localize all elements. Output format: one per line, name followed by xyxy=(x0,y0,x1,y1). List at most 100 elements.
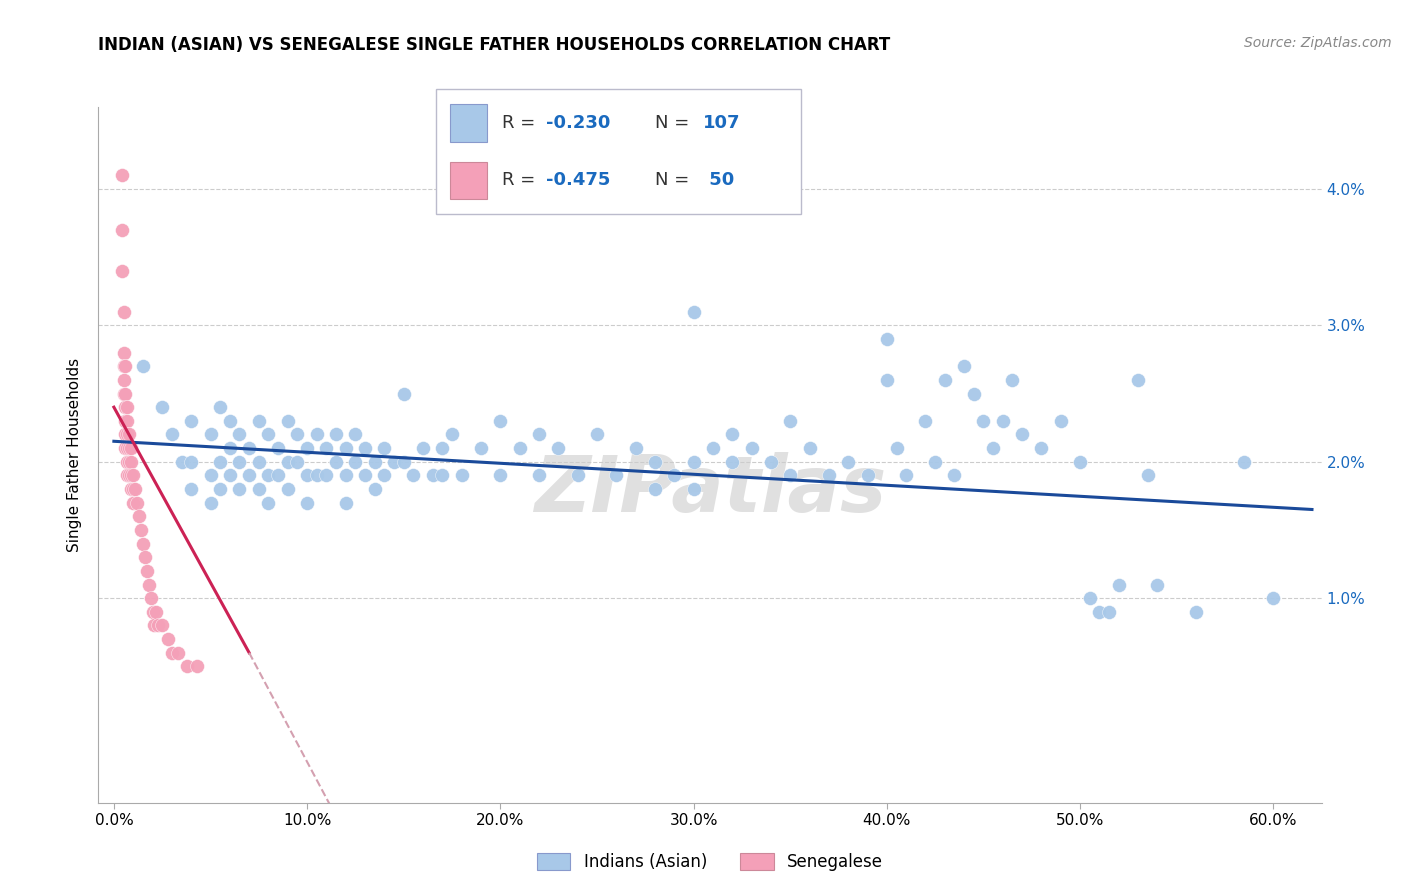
Point xyxy=(114,400,136,414)
Point xyxy=(200,427,222,442)
Point xyxy=(150,400,173,414)
Point xyxy=(441,427,464,442)
Point xyxy=(277,414,299,428)
Point xyxy=(138,577,160,591)
Point xyxy=(135,564,157,578)
Point xyxy=(132,536,155,550)
Point xyxy=(117,427,139,442)
Point xyxy=(412,441,434,455)
Point xyxy=(721,455,744,469)
Point xyxy=(779,414,801,428)
Point xyxy=(1098,605,1121,619)
Point xyxy=(1126,373,1149,387)
Point xyxy=(682,455,704,469)
Point xyxy=(1011,427,1033,442)
Point xyxy=(924,455,946,469)
FancyBboxPatch shape xyxy=(450,161,486,199)
Point xyxy=(257,496,280,510)
Point xyxy=(132,359,155,374)
Point xyxy=(228,455,250,469)
Point xyxy=(1185,605,1208,619)
Point xyxy=(344,455,367,469)
Point xyxy=(112,373,135,387)
Point xyxy=(644,455,666,469)
Point xyxy=(117,441,139,455)
Point xyxy=(373,441,395,455)
Point xyxy=(315,468,337,483)
Point xyxy=(856,468,879,483)
Point xyxy=(166,646,188,660)
FancyBboxPatch shape xyxy=(436,89,801,214)
Point xyxy=(315,441,337,455)
Point xyxy=(287,455,309,469)
Point xyxy=(682,304,704,318)
Point xyxy=(129,523,152,537)
Point xyxy=(110,264,132,278)
Text: R =: R = xyxy=(502,171,541,189)
Point xyxy=(799,441,821,455)
Point xyxy=(305,468,328,483)
Point xyxy=(1263,591,1285,606)
Point xyxy=(1049,414,1071,428)
Point xyxy=(741,441,763,455)
Point xyxy=(876,373,898,387)
Text: -0.475: -0.475 xyxy=(546,171,610,189)
Text: Source: ZipAtlas.com: Source: ZipAtlas.com xyxy=(1244,36,1392,50)
Point xyxy=(120,455,142,469)
Text: ZIPatlas: ZIPatlas xyxy=(534,451,886,528)
Point xyxy=(450,468,472,483)
Point xyxy=(876,332,898,346)
Point xyxy=(779,468,801,483)
Point xyxy=(118,468,141,483)
Point xyxy=(295,496,318,510)
Point xyxy=(509,441,531,455)
Point xyxy=(218,441,240,455)
Point xyxy=(218,468,240,483)
Point xyxy=(156,632,179,646)
Point xyxy=(143,618,166,632)
Point xyxy=(305,427,328,442)
Point xyxy=(257,468,280,483)
Legend: Indians (Asian), Senegalese: Indians (Asian), Senegalese xyxy=(530,847,890,878)
Point xyxy=(228,482,250,496)
Point xyxy=(110,168,132,182)
Point xyxy=(422,468,444,483)
Point xyxy=(991,414,1014,428)
Point xyxy=(1108,577,1130,591)
Point xyxy=(896,468,918,483)
Text: INDIAN (ASIAN) VS SENEGALESE SINGLE FATHER HOUSEHOLDS CORRELATION CHART: INDIAN (ASIAN) VS SENEGALESE SINGLE FATH… xyxy=(98,36,890,54)
Point xyxy=(186,659,208,673)
Point xyxy=(605,468,627,483)
Point xyxy=(120,468,142,483)
Point xyxy=(1088,605,1111,619)
Text: N =: N = xyxy=(655,114,695,132)
Point xyxy=(267,441,290,455)
Point xyxy=(180,482,202,496)
Point xyxy=(114,427,136,442)
Point xyxy=(295,468,318,483)
Point xyxy=(1078,591,1101,606)
Point xyxy=(934,373,956,387)
Point xyxy=(527,468,550,483)
Point xyxy=(354,441,377,455)
Point xyxy=(120,482,142,496)
Point xyxy=(209,455,232,469)
Point xyxy=(141,605,163,619)
Text: 50: 50 xyxy=(703,171,734,189)
Point xyxy=(325,455,347,469)
Point xyxy=(218,414,240,428)
Point xyxy=(702,441,724,455)
Point xyxy=(170,455,193,469)
Text: N =: N = xyxy=(655,171,695,189)
Point xyxy=(247,455,270,469)
Point xyxy=(682,482,704,496)
Point xyxy=(114,359,136,374)
Point xyxy=(818,468,841,483)
Point xyxy=(470,441,492,455)
Point xyxy=(112,386,135,401)
Point xyxy=(209,482,232,496)
Point xyxy=(257,427,280,442)
Point xyxy=(344,427,367,442)
Point xyxy=(354,468,377,483)
Point xyxy=(953,359,976,374)
